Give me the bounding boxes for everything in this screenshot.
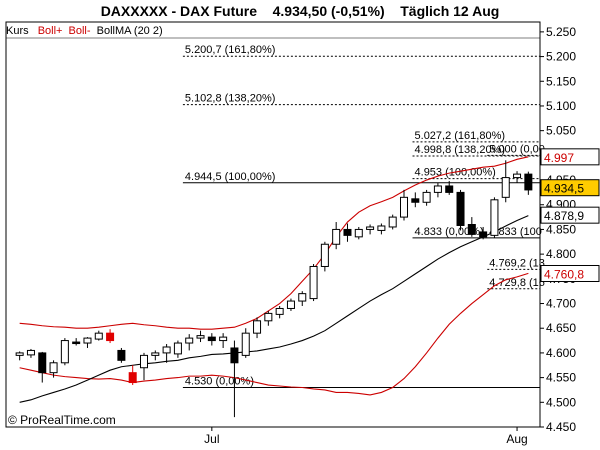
y-tick-label: 5.100: [546, 99, 576, 113]
last-price: 4.934,50 (-0,51%): [272, 3, 385, 19]
candle-body: [151, 352, 160, 356]
price-box: [540, 264, 600, 282]
candle-body: [49, 362, 58, 374]
candle-body: [377, 225, 386, 231]
candle-body: [83, 337, 92, 344]
candle-body: [320, 243, 329, 267]
candle-body: [354, 228, 363, 238]
candle-body: [490, 199, 499, 236]
fib-level-label: 4.944,5 (100,00%): [185, 171, 276, 183]
x-tick-label: Jul: [204, 432, 219, 446]
candle-body: [253, 320, 262, 334]
candle-body: [388, 216, 397, 228]
candle-body: [309, 265, 318, 300]
candle-body: [26, 349, 35, 356]
price-box-label: 4.997: [544, 151, 574, 165]
legend-boll-minus: Boll-: [68, 25, 91, 37]
x-tick-label: Aug: [506, 432, 527, 446]
candle-body: [467, 224, 476, 235]
candle-body: [286, 300, 295, 309]
y-tick-label: 4.600: [546, 346, 576, 360]
y-tick-label: 4.550: [546, 371, 576, 385]
candle-body: [38, 352, 47, 374]
y-tick-label: 5.200: [546, 50, 576, 64]
y-tick-label: 4.700: [546, 297, 576, 311]
candle-body: [173, 342, 182, 355]
price-box-label: 4.878,9: [544, 209, 584, 223]
y-tick-label: 5.150: [546, 74, 576, 88]
fib-level-label: 4.833 (100: [489, 226, 542, 238]
y-tick-label: 5.050: [546, 124, 576, 138]
candle-body: [513, 173, 522, 179]
candle-body: [524, 173, 533, 191]
candle-body: [298, 293, 307, 302]
candle-body: [366, 226, 375, 230]
bollinger-upper-line: [19, 156, 529, 330]
chart-title: DAXXXXX - DAX Future 4.934,50 (-0,51%) T…: [0, 0, 600, 22]
legend-boll-plus: Boll+: [37, 25, 63, 37]
price-box: [540, 148, 600, 166]
fib-level-label: 4.769,2 (13: [489, 257, 545, 269]
fib-level-label: 4.998,8 (138,20%): [415, 144, 506, 156]
candle-body: [219, 336, 228, 342]
candle-body: [139, 354, 149, 369]
candle-body: [445, 185, 454, 193]
price-box-label: 4.760,8: [544, 267, 584, 281]
fib-level-label: 4.729,8 (16: [489, 277, 545, 289]
candle-body: [230, 347, 239, 364]
y-tick-label: 4.500: [546, 395, 576, 409]
y-tick-label: 4.800: [546, 247, 576, 261]
legend: Kurs Boll+ Boll- BollMA (20 2): [6, 24, 169, 38]
candle-body: [501, 177, 510, 198]
y-tick-label: 4.650: [546, 321, 576, 335]
fib-level-label: 5.200,7 (161,80%): [185, 44, 276, 56]
y-tick-label: 5.250: [546, 25, 576, 39]
watermark: © ProRealTime.com: [8, 413, 116, 427]
fib-level-label: 5.102,8 (138,20%): [185, 93, 276, 105]
candle-body: [128, 372, 137, 384]
legend-kurs: Kurs: [6, 25, 29, 37]
plot-frame: [5, 21, 541, 428]
candle-body: [433, 185, 442, 193]
candle-body: [162, 346, 171, 354]
candle-body: [275, 307, 284, 315]
candle-body: [411, 198, 420, 203]
y-tick-label: 4.850: [546, 222, 576, 236]
candle-body: [456, 191, 465, 226]
candle-body: [185, 337, 194, 344]
price-box: [540, 179, 600, 197]
price-box: [540, 206, 600, 224]
candle-body: [72, 341, 81, 345]
candle-body: [60, 340, 69, 364]
symbol-name: DAXXXXX - DAX Future: [100, 3, 258, 19]
candle-body: [94, 332, 103, 340]
candle-body: [332, 228, 341, 245]
candle-body: [399, 196, 409, 218]
period-date: Täglich 12 Aug: [400, 3, 500, 19]
candle-body: [106, 332, 115, 342]
candle-body: [343, 228, 352, 236]
candle-body: [196, 335, 205, 339]
fib-level-label: 4.833 (0,00%): [415, 226, 484, 238]
fib-level-label: 5.027,2 (161,80%): [415, 130, 506, 142]
candle-body: [207, 336, 216, 342]
candle-body: [479, 231, 488, 238]
legend-bollma: BollMA (20 2): [96, 25, 163, 37]
candle-body: [15, 352, 24, 356]
bollinger-ma-line: [19, 215, 529, 403]
bollinger-lower-line: [19, 272, 529, 396]
y-tick-label: 4.450: [546, 420, 576, 434]
candle-body: [117, 349, 126, 361]
candle-body: [241, 332, 250, 356]
candle-body: [264, 312, 273, 322]
fib-level-label: 4.530 (0,00%): [185, 375, 254, 387]
price-box-label: 4.934,5: [544, 182, 584, 196]
fib-level-label: 5.000 (0,00: [489, 143, 545, 155]
candle-body: [422, 191, 431, 203]
